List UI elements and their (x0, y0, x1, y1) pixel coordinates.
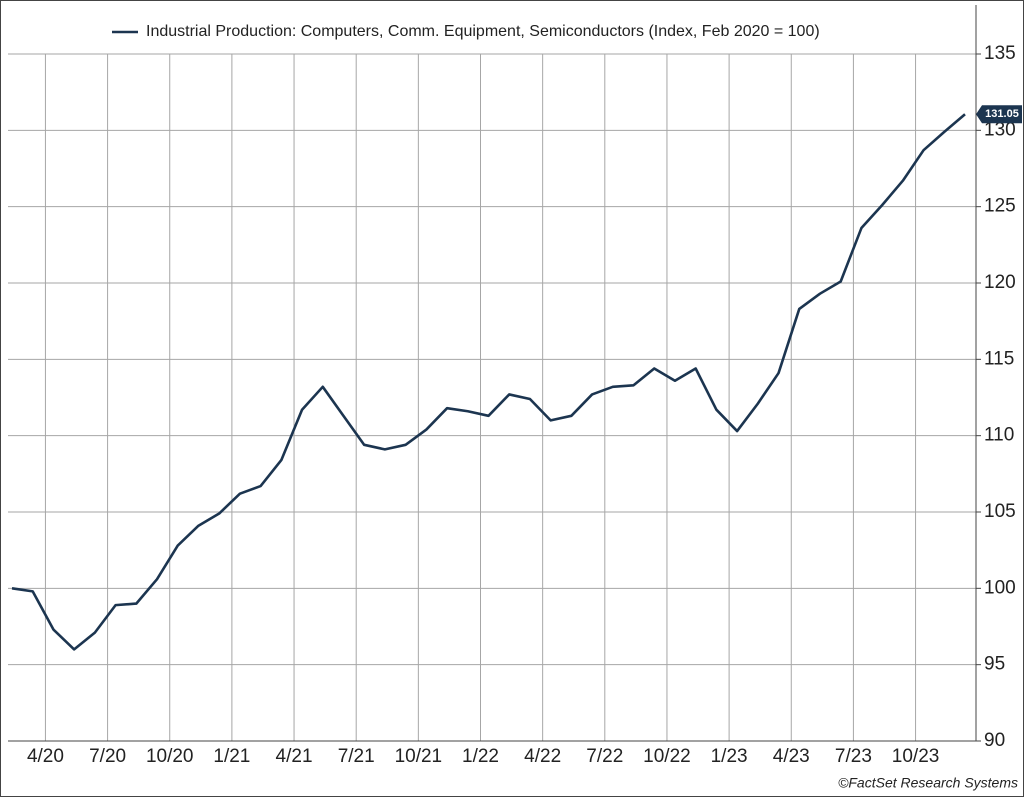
x-tick-label: 4/21 (276, 746, 313, 767)
x-tick-label: 4/22 (524, 746, 561, 767)
x-tick-label: 4/23 (773, 746, 810, 767)
end-label: 131.05 (985, 108, 1019, 120)
x-tick-label: 10/20 (146, 746, 194, 767)
y-tick-label: 95 (984, 654, 1005, 675)
y-tick-label: 110 (984, 425, 1014, 446)
legend-label: Industrial Production: Computers, Comm. … (146, 23, 820, 40)
source: ©FactSet Research Systems (838, 775, 1018, 791)
x-tick-label: 7/23 (835, 746, 872, 767)
y-tick-label: 130 (984, 119, 1016, 140)
x-tick-label: 1/21 (213, 746, 250, 767)
series-line (11, 113, 966, 651)
y-tick-label: 90 (984, 730, 1005, 751)
x-tick-label: 1/22 (462, 746, 499, 767)
x-tick-label: 10/21 (395, 746, 443, 767)
x-tick-label: 1/23 (711, 746, 748, 767)
y-tick-label: 105 (984, 501, 1016, 522)
x-tick-label: 10/22 (643, 746, 691, 767)
y-tick-label: 125 (984, 196, 1016, 217)
y-tick-label: 135 (984, 43, 1016, 64)
x-tick-label: 4/20 (27, 746, 64, 767)
y-tick-label: 120 (984, 272, 1016, 293)
y-tick-label: 115 (984, 348, 1014, 369)
x-tick-label: 7/22 (586, 746, 623, 767)
x-tick-label: 10/23 (892, 746, 940, 767)
y-tick-label: 100 (984, 577, 1016, 598)
x-tick-label: 7/20 (89, 746, 126, 767)
end-label-box (976, 105, 1022, 124)
x-tick-label: 7/21 (338, 746, 375, 767)
